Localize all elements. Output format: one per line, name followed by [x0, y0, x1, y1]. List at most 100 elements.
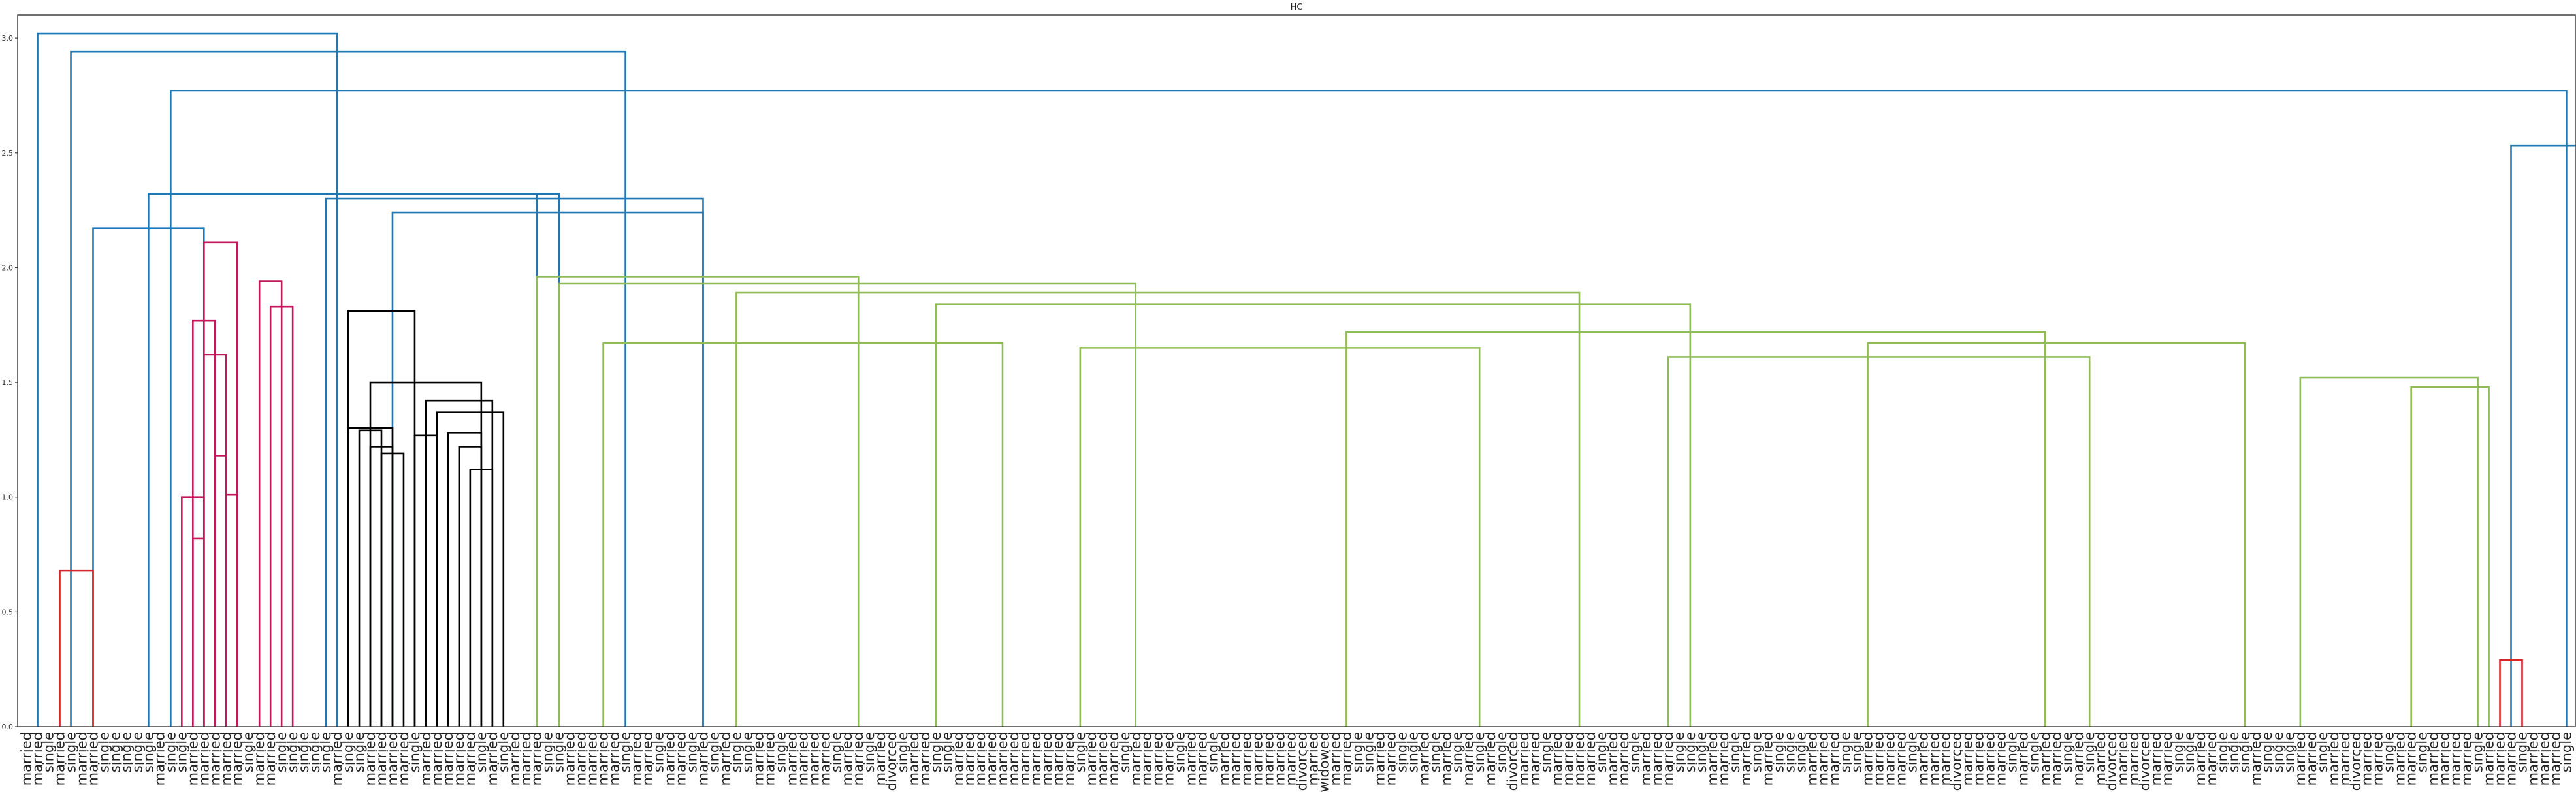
dendrogram-link [2410, 386, 2490, 727]
leaf-label: single [1794, 732, 1809, 772]
leaf-label: single [318, 732, 334, 772]
leaf-label: married [1560, 732, 1576, 785]
leaf-label: divorced [1294, 732, 1310, 791]
leaf-label: married [984, 732, 999, 785]
leaf-label: married [795, 732, 811, 785]
dendrogram-link [391, 211, 704, 727]
dendrogram-link [258, 280, 283, 727]
leaf-label: single [107, 732, 123, 772]
leaf-label: married [1705, 732, 1720, 785]
leaf-label: married [1760, 732, 1776, 785]
leaf-label: single [773, 732, 788, 772]
leaf-label: single [540, 732, 556, 772]
leaf-label: married [2193, 732, 2208, 785]
leaf-label: married [2159, 732, 2175, 785]
dendrogram-link [214, 455, 227, 727]
leaf-label: married [629, 732, 645, 785]
leaf-label: married [30, 732, 46, 785]
leaf-label: married [229, 732, 245, 785]
leaf-label: married [1017, 732, 1033, 785]
leaf-label: married [839, 732, 855, 785]
leaf-label: married [2492, 732, 2508, 785]
leaf-label: single [651, 732, 667, 772]
leaf-label: single [2026, 732, 2042, 772]
leaf-label: single [2059, 732, 2075, 772]
leaf-label: single [1749, 732, 1765, 772]
leaf-label: married [2547, 732, 2563, 785]
leaf-label: married [2070, 732, 2086, 785]
leaf-label: married [374, 732, 389, 785]
leaf-label: married [2359, 732, 2375, 785]
leaf-label: married [1882, 732, 1898, 785]
leaf-label: married [1738, 732, 1754, 785]
dendrogram-link [192, 537, 205, 727]
leaf-label: married [2148, 732, 2164, 785]
leaf-label: married [1438, 732, 1454, 785]
leaf-label: single [163, 732, 178, 772]
leaf-label: married [207, 732, 223, 785]
dendrogram-link [380, 452, 405, 727]
leaf-label: married [1926, 732, 1942, 785]
leaf-label: married [640, 732, 656, 785]
leaf-label: married [1571, 732, 1587, 785]
leaf-label: married [2481, 732, 2497, 785]
leaf-label: married [1871, 732, 1887, 785]
leaf-label: married [1516, 732, 1532, 785]
leaf-label: single [285, 732, 300, 772]
leaf-label: married [385, 732, 400, 785]
leaf-label: single [1594, 732, 1609, 772]
leaf-label: married [1239, 732, 1255, 785]
dendrogram-link [1667, 356, 2091, 727]
leaf-label: single [407, 732, 423, 772]
leaf-label: married [607, 732, 622, 785]
leaf-label: single [1172, 732, 1188, 772]
y-tick-label: 1.5 [2, 378, 14, 387]
leaf-label: married [2370, 732, 2386, 785]
leaf-label: single [496, 732, 511, 772]
y-tick-label: 0.0 [2, 723, 14, 731]
dendrogram-link [225, 493, 238, 727]
dendrogram-link [935, 303, 1692, 727]
leaf-label: married [2037, 732, 2053, 785]
leaf-label: single [1727, 732, 1743, 772]
leaf-label: married [1128, 732, 1144, 785]
leaf-label: married [1095, 732, 1110, 785]
leaf-label: married [662, 732, 678, 785]
leaf-label: married [196, 732, 212, 785]
leaf-label: single [274, 732, 289, 772]
leaf-label: married [950, 732, 966, 785]
leaf-label: married [750, 732, 766, 785]
leaf-label: divorced [1505, 732, 1521, 791]
leaf-label: married [74, 732, 89, 785]
leaf-label: divorced [2348, 732, 2364, 791]
leaf-label: married [85, 732, 101, 785]
leaf-label: single [2514, 732, 2530, 772]
leaf-label: married [806, 732, 822, 785]
leaf-label: married [251, 732, 267, 785]
leaf-label: single [1394, 732, 1409, 772]
dendrogram-link [2510, 144, 2576, 727]
leaf-label: single [296, 732, 312, 772]
leaf-label: single [1627, 732, 1643, 772]
leaf-label: single [1494, 732, 1509, 772]
dendrogram-link [458, 446, 483, 727]
dendrogram-link [602, 342, 1004, 727]
dendrogram-link [70, 50, 626, 727]
dendrogram-link [2499, 659, 2523, 727]
leaf-label: married [440, 732, 456, 785]
y-axis: 0.0 0.5 1.0 1.5 2.0 2.5 3.0 [2, 34, 18, 731]
dendrogram-link [735, 291, 1581, 727]
leaf-label: single [1206, 732, 1221, 772]
leaf-label: single [739, 732, 755, 772]
leaf-label: married [1338, 732, 1354, 785]
leaf-label: married [263, 732, 278, 785]
dendrogram-link [1345, 331, 2046, 727]
leaf-label: married [152, 732, 167, 785]
leaf-label: single [2237, 732, 2253, 772]
leaf-label: married [1161, 732, 1177, 785]
leaf-label: married [2426, 732, 2441, 785]
leaf-label: married [1716, 732, 1731, 785]
leaf-label: married [2459, 732, 2475, 785]
leaf-label: single [1904, 732, 1920, 772]
leaf-label: married [1638, 732, 1654, 785]
